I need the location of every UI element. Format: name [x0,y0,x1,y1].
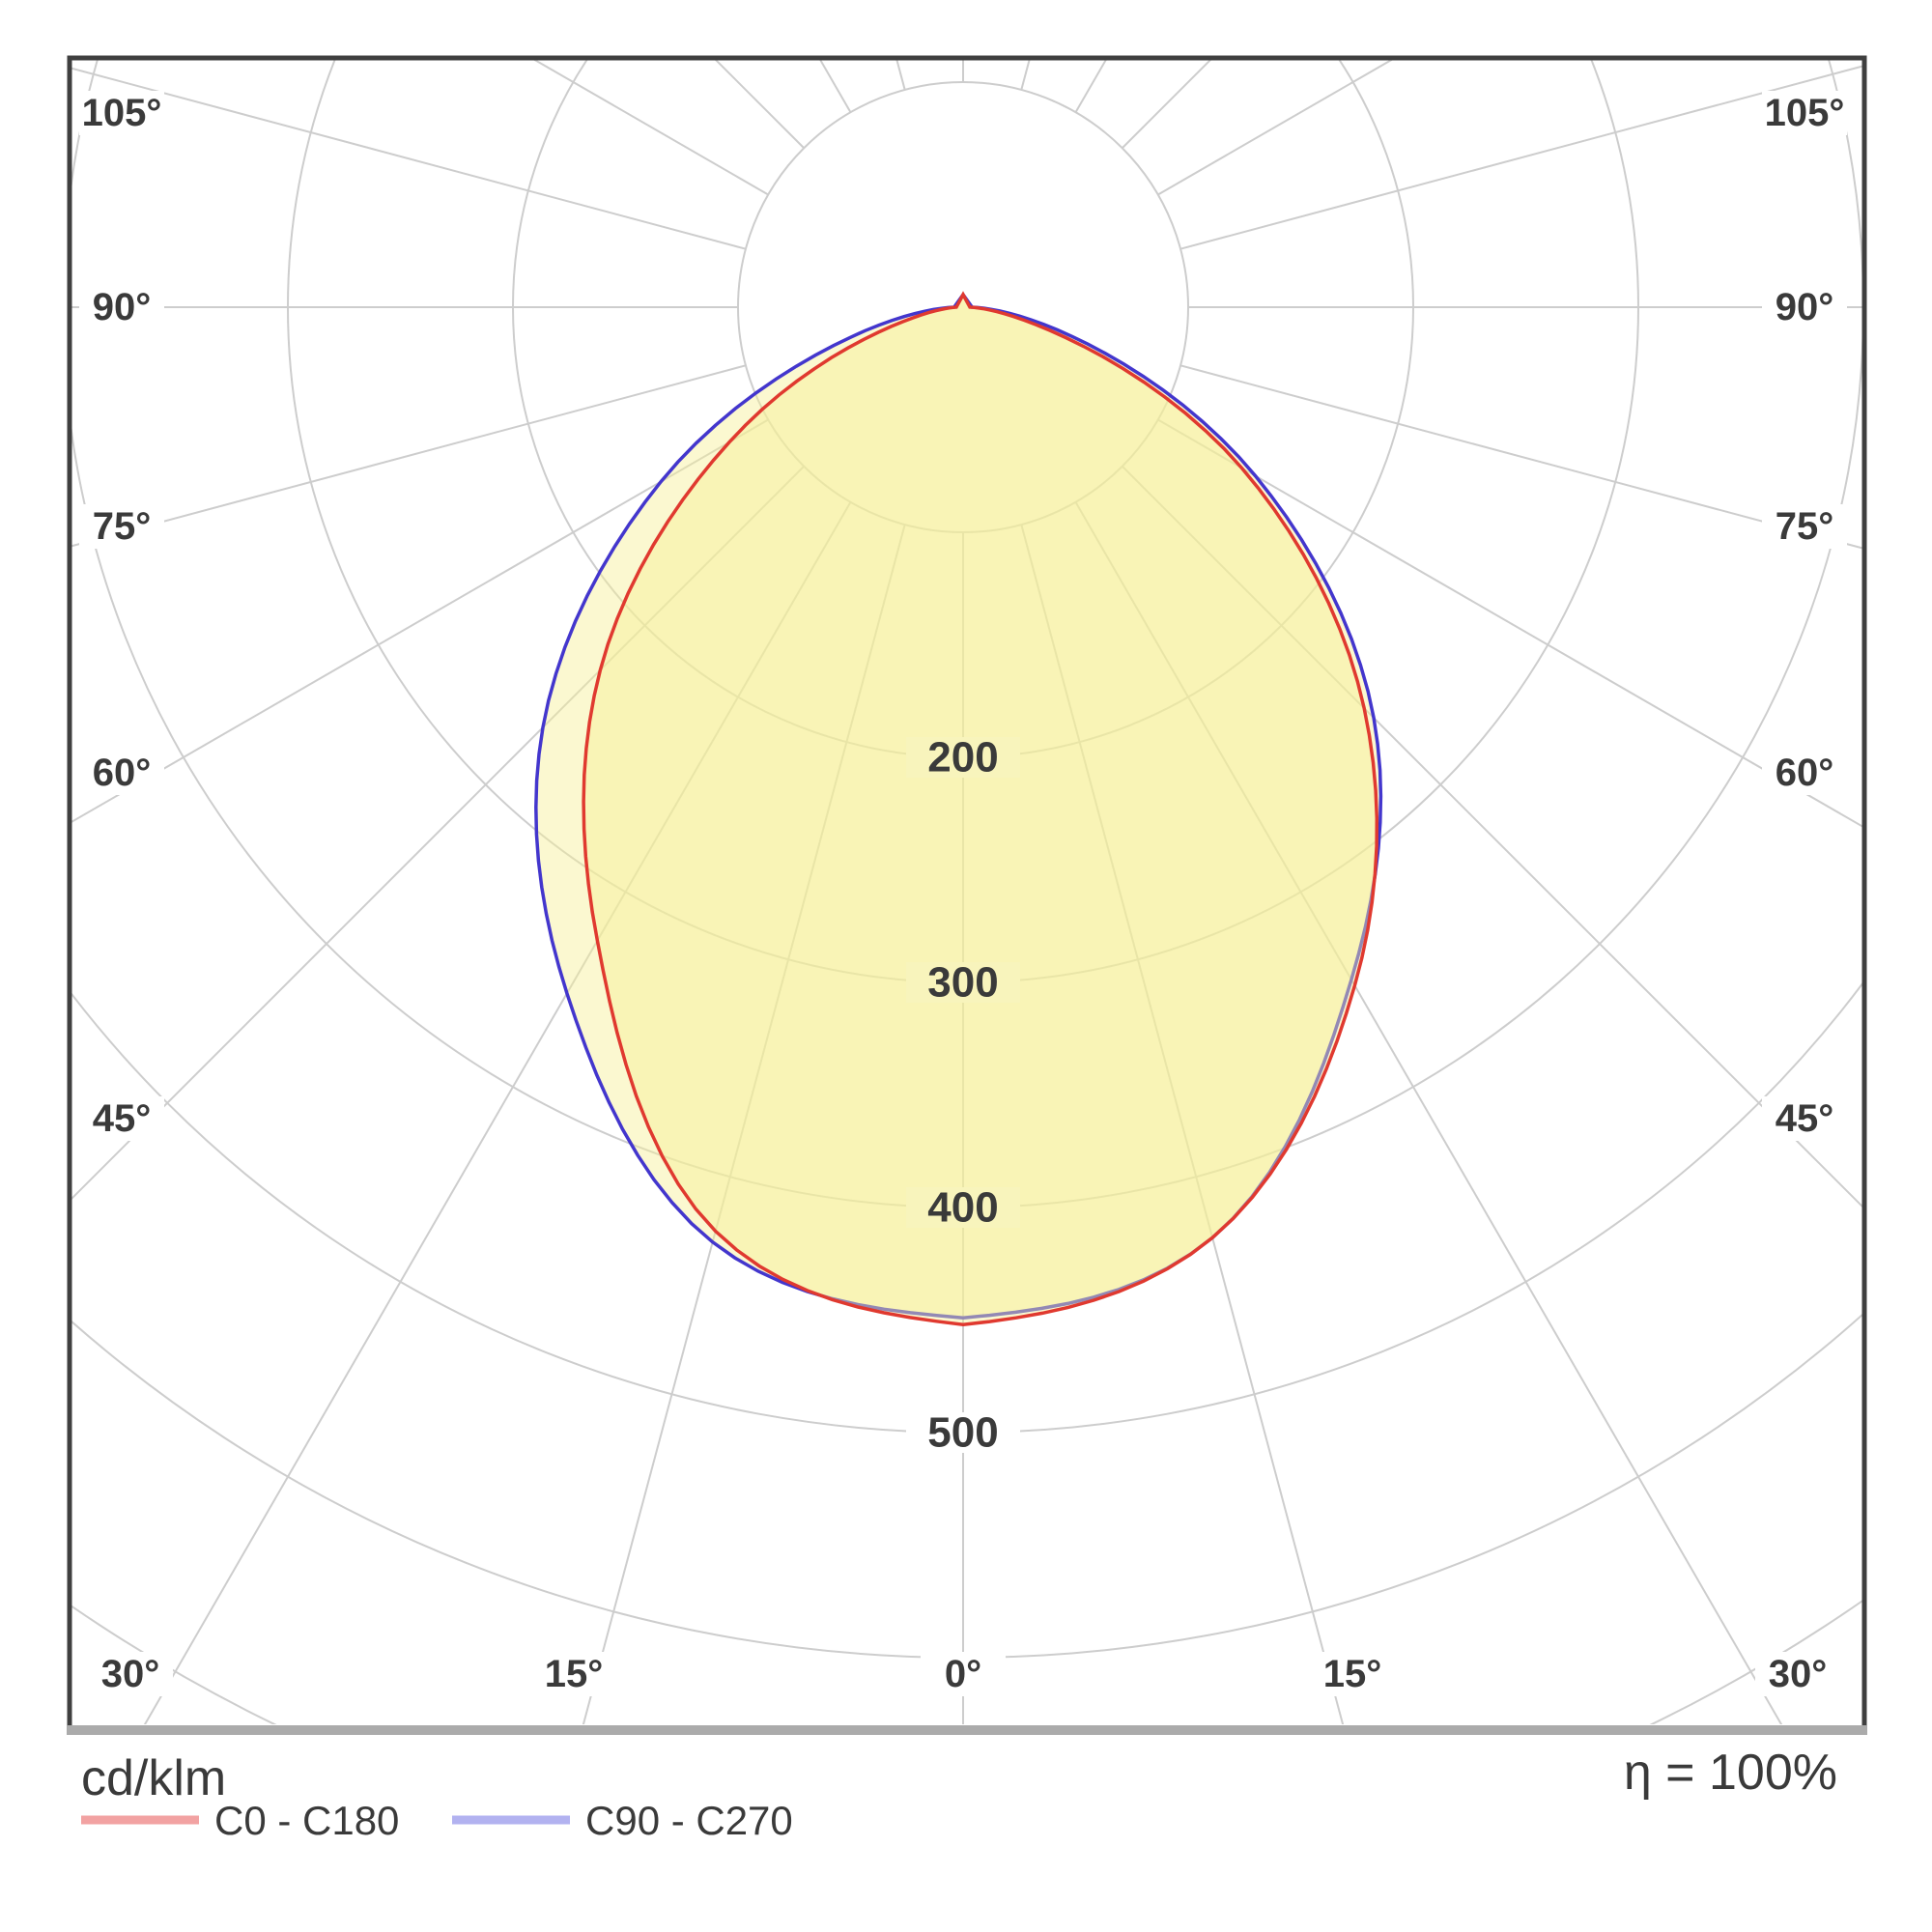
angle-label-left-105: 105° [82,92,162,134]
angle-label-right-75: 75° [1776,505,1834,548]
ring-label-500: 500 [927,1409,998,1457]
angle-label-bottom-1: 15° [545,1653,604,1695]
angle-label-bottom-3-bg [1310,1652,1395,1696]
angle-label-bottom-4: 30° [1769,1653,1828,1695]
ring-label-bg-500 [906,1412,1020,1453]
legend-label-c0-c180: C0 - C180 [214,1798,399,1843]
angle-label-left-90: 90° [93,286,152,328]
ring-label-400: 400 [927,1184,998,1232]
ring-label-300: 300 [927,959,998,1007]
angle-label-right-90-bg [1762,285,1847,329]
angle-label-bottom-4-bg [1755,1652,1840,1696]
angle-label-right-75-bg [1762,504,1847,549]
angle-label-bottom-2: 0° [945,1653,981,1695]
grid-radial-345deg [582,524,906,1724]
grid-radial-255deg [71,67,747,250]
ring-label-bg-200 [906,737,1020,778]
grid-radial-15deg [1020,524,1345,1724]
plot-frame [67,55,1867,1735]
legend-label-c90-c270: C90 - C270 [585,1798,793,1843]
angle-label-bottom-2-bg [921,1652,1006,1696]
angle-label-left-45: 45° [93,1097,152,1140]
angle-label-left-90-bg [79,285,164,329]
angle-label-right-105-bg [1762,91,1847,135]
angle-label-right-45: 45° [1776,1097,1834,1140]
angle-label-right-90: 90° [1776,286,1834,328]
angle-label-left-60-bg [79,751,164,795]
angle-label-right-60: 60° [1776,752,1834,794]
ring-label-bg-400 [906,1187,1020,1228]
angle-label-bottom-1-bg [531,1652,616,1696]
grid-radial-30deg [1074,501,1783,1724]
grid-radial-330deg [143,501,852,1724]
angle-label-left-75: 75° [93,505,152,548]
angle-label-left-75-bg [79,504,164,549]
angle-label-right-45-bg [1762,1096,1847,1141]
grid-radial-315deg [71,466,805,1201]
efficiency-label: η = 100% [1624,1745,1837,1801]
ring-label-200: 200 [927,734,998,781]
grid-radial-285deg [71,364,747,548]
curve-c0-c180 [582,291,1379,1326]
ring-value-labels: 200 300 400 500 [906,734,1020,1457]
angle-label-right-60-bg [1762,751,1847,795]
angle-label-bottom-0: 30° [101,1653,160,1695]
angle-label-left-60: 60° [93,752,152,794]
angle-label-left-45-bg [79,1096,164,1141]
angle-label-bottom-3: 15° [1323,1653,1382,1695]
intensity-curves [534,291,1383,1326]
ring-label-bg-300 [906,962,1020,1003]
grid-radial-165deg [1020,60,1031,91]
angle-labels: 105° 105° 90° 90° 75° 75° 60° 60° 45° 45° 30° 15° 0°… [79,91,1847,1696]
grid-radial-105deg [1179,65,1862,250]
grid-radial-60deg [1157,418,1862,828]
angle-label-right-105: 105° [1765,92,1845,134]
grid-radial-300deg [71,418,769,824]
angle-label-left-105-bg [79,91,164,135]
grid-radial-75deg [1179,364,1862,550]
units-label: cd/klm [81,1750,226,1806]
grid-radial-195deg [895,60,906,91]
angle-label-bottom-0-bg [88,1652,173,1696]
grid-radial-45deg [1122,466,1862,1208]
frame-border [67,55,1867,1726]
